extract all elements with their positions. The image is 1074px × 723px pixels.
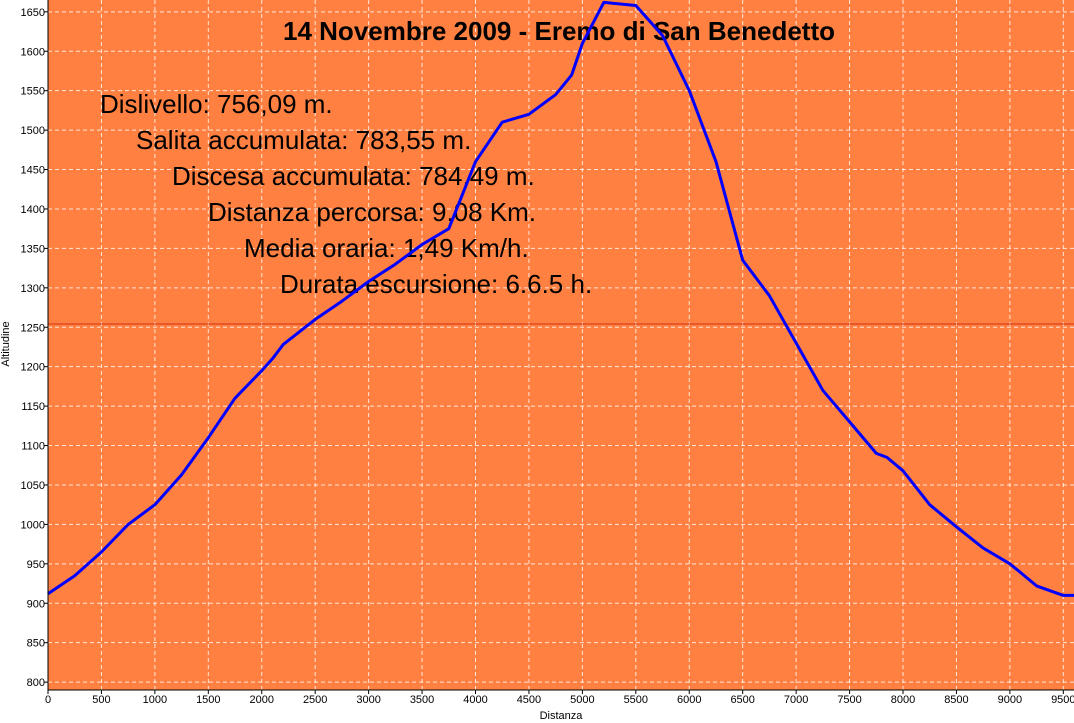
x-tick-label: 7000 <box>784 694 808 706</box>
x-tick-label: 0 <box>45 694 51 706</box>
y-tick-label: 1450 <box>21 165 45 177</box>
y-tick-label: 900 <box>27 598 45 610</box>
stat-durata-escursione: Durata escursione: 6.6.5 h. <box>280 269 592 299</box>
y-tick-label: 800 <box>27 677 45 689</box>
y-tick-label: 850 <box>27 638 45 650</box>
x-tick-label: 6000 <box>677 694 701 706</box>
stat-discesa-accumulata: Discesa accumulata: 784,49 m. <box>172 161 535 191</box>
x-tick-label: 3000 <box>356 694 380 706</box>
x-tick-label: 5500 <box>624 694 648 706</box>
x-tick-label: 5000 <box>570 694 594 706</box>
x-tick-label: 9500 <box>1051 694 1074 706</box>
y-tick-label: 1150 <box>21 401 45 413</box>
x-tick-label: 3500 <box>410 694 434 706</box>
grid-lines <box>48 0 1074 690</box>
elevation-profile-line <box>47 0 1074 597</box>
chart-title: 14 Novembre 2009 - Eremo di San Benedett… <box>283 16 835 46</box>
y-tick-label: 950 <box>27 559 45 571</box>
x-tick-label: 2500 <box>303 694 327 706</box>
x-tick-label: 9000 <box>998 694 1022 706</box>
x-tick-label: 6500 <box>730 694 754 706</box>
x-tick-label: 8500 <box>944 694 968 706</box>
x-tick-label: 7500 <box>837 694 861 706</box>
y-tick-label: 1550 <box>21 86 45 98</box>
stat-salita-accumulata: Salita accumulata: 783,55 m. <box>136 125 471 155</box>
x-tick-label: 4000 <box>463 694 487 706</box>
y-axis-title: Altitudine <box>0 321 12 366</box>
stat-dislivello: Dislivello: 756,09 m. <box>100 89 333 119</box>
y-tick-label: 1600 <box>21 46 45 58</box>
y-tick-label: 1250 <box>21 322 45 334</box>
y-tick-label: 1350 <box>21 243 45 255</box>
y-tick-label: 1100 <box>21 441 45 453</box>
y-tick-label: 1400 <box>21 204 45 216</box>
x-axis-ticks: 0 500 1000 1500 2000 2500 3000 3500 4000 4500 5000… <box>45 690 1074 706</box>
y-tick-label: 1500 <box>21 125 45 137</box>
x-tick-label: 1000 <box>143 694 167 706</box>
y-axis-ticks: 800 850 900 950 1000 1050 1100 1150 1200 1250 1300… <box>21 7 48 689</box>
x-tick-label: 500 <box>92 694 110 706</box>
stats-block: Dislivello: 756,09 m. Salita accumulata:… <box>100 89 592 299</box>
x-tick-label: 2000 <box>250 694 274 706</box>
y-tick-label: 1200 <box>21 362 45 374</box>
x-axis-title: Distanza <box>540 710 584 722</box>
x-tick-label: 4500 <box>517 694 541 706</box>
x-tick-label: 1500 <box>196 694 220 706</box>
x-tick-label: 8000 <box>891 694 915 706</box>
y-tick-label: 1050 <box>21 480 45 492</box>
stat-distanza-percorsa: Distanza percorsa: 9,08 Km. <box>208 197 536 227</box>
y-tick-label: 1650 <box>21 7 45 19</box>
y-tick-label: 1000 <box>21 519 45 531</box>
y-tick-label: 1300 <box>21 283 45 295</box>
stat-media-oraria: Media oraria: 1,49 Km/h. <box>244 233 529 263</box>
